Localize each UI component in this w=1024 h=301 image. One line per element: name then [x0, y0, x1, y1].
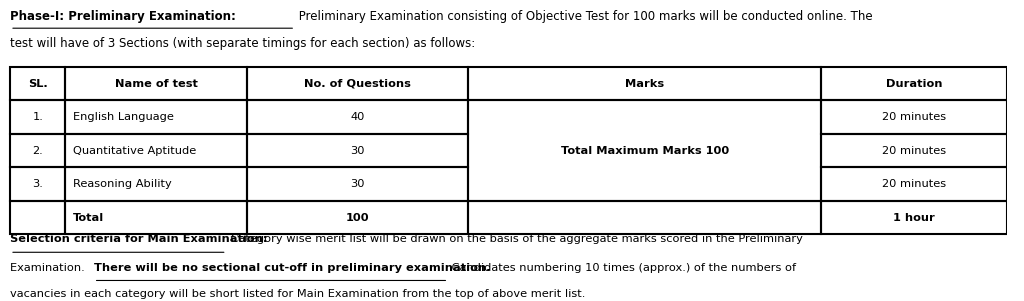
Text: Duration: Duration [886, 79, 942, 88]
Text: SL.: SL. [28, 79, 48, 88]
Bar [468, 67, 821, 100]
Text: Selection criteria for Main Examination:: Selection criteria for Main Examination: [10, 234, 267, 244]
Text: 20 minutes: 20 minutes [883, 179, 946, 189]
Bar [247, 100, 468, 134]
Text: vacancies in each category will be short listed for Main Examination from the to: vacancies in each category will be short… [10, 289, 586, 299]
Text: 20 minutes: 20 minutes [883, 112, 946, 122]
Text: Marks: Marks [626, 79, 665, 88]
Text: Total Maximum Marks 100: Total Maximum Marks 100 [561, 146, 729, 156]
Bar [247, 134, 468, 167]
Bar [821, 134, 1008, 167]
Text: 40: 40 [350, 112, 365, 122]
Bar [10, 100, 66, 134]
Text: English Language: English Language [73, 112, 173, 122]
Text: No. of Questions: No. of Questions [304, 79, 411, 88]
Text: Category wise merit list will be drawn on the basis of the aggregate marks score: Category wise merit list will be drawn o… [226, 234, 803, 244]
Bar [247, 201, 468, 234]
Bar [468, 201, 821, 234]
Bar [468, 100, 821, 201]
Bar [66, 100, 247, 134]
Bar [821, 201, 1008, 234]
Text: Reasoning Ability: Reasoning Ability [73, 179, 171, 189]
Bar [66, 201, 247, 234]
Bar [10, 167, 66, 201]
Bar [10, 67, 66, 100]
Bar [247, 67, 468, 100]
Text: Phase-I: Preliminary Examination:: Phase-I: Preliminary Examination: [10, 11, 236, 23]
Text: Preliminary Examination consisting of Objective Test for 100 marks will be condu: Preliminary Examination consisting of Ob… [295, 11, 872, 23]
Bar [66, 167, 247, 201]
Bar [10, 134, 66, 167]
Bar [821, 167, 1008, 201]
Text: Total: Total [73, 213, 103, 223]
Bar [821, 67, 1008, 100]
Text: 30: 30 [350, 146, 365, 156]
Text: 2.: 2. [33, 146, 43, 156]
Text: 1 hour: 1 hour [893, 213, 935, 223]
Text: test will have of 3 Sections (with separate timings for each section) as follows: test will have of 3 Sections (with separ… [10, 37, 475, 50]
Bar [66, 67, 247, 100]
Text: 100: 100 [346, 213, 370, 223]
Text: Examination.: Examination. [10, 263, 88, 273]
Text: There will be no sectional cut-off in preliminary examination.: There will be no sectional cut-off in pr… [93, 263, 490, 273]
Text: 1.: 1. [33, 112, 43, 122]
Text: 20 minutes: 20 minutes [883, 146, 946, 156]
Text: Quantitative Aptitude: Quantitative Aptitude [73, 146, 196, 156]
Text: 30: 30 [350, 179, 365, 189]
Bar [821, 100, 1008, 134]
Text: 3.: 3. [33, 179, 43, 189]
Text: Candidates numbering 10 times (approx.) of the numbers of: Candidates numbering 10 times (approx.) … [449, 263, 797, 273]
Bar [66, 134, 247, 167]
Bar [247, 167, 468, 201]
Bar [10, 201, 66, 234]
Text: Name of test: Name of test [115, 79, 198, 88]
